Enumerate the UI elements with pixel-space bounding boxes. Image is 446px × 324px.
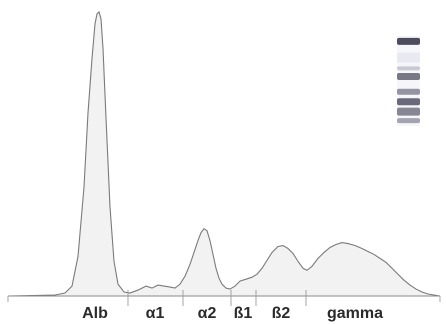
gel-band-6	[397, 98, 420, 106]
gel-band-3	[397, 66, 420, 71]
fraction-label-1: Alb	[82, 305, 108, 322]
fraction-labels: Alb α1 α2 ß1 ß2 gamma	[82, 305, 383, 322]
fraction-label-6: gamma	[327, 305, 383, 322]
gel-band-8	[397, 118, 420, 124]
gel-strip	[397, 36, 420, 126]
gel-band-7	[397, 107, 420, 116]
series-line	[7, 10, 441, 297]
fraction-dividers	[7, 290, 441, 306]
curve-area	[8, 11, 440, 296]
gel-band-5	[397, 88, 420, 95]
fraction-label-2: α1	[146, 305, 165, 322]
fraction-label-5: ß2	[272, 305, 291, 322]
densitometry-curve-layer	[7, 10, 441, 297]
gel-band-2	[397, 52, 420, 63]
fraction-label-4: ß1	[234, 305, 253, 322]
gel-band-1	[397, 37, 420, 45]
gel-band-4	[397, 73, 420, 80]
fraction-label-3: α2	[198, 305, 217, 322]
